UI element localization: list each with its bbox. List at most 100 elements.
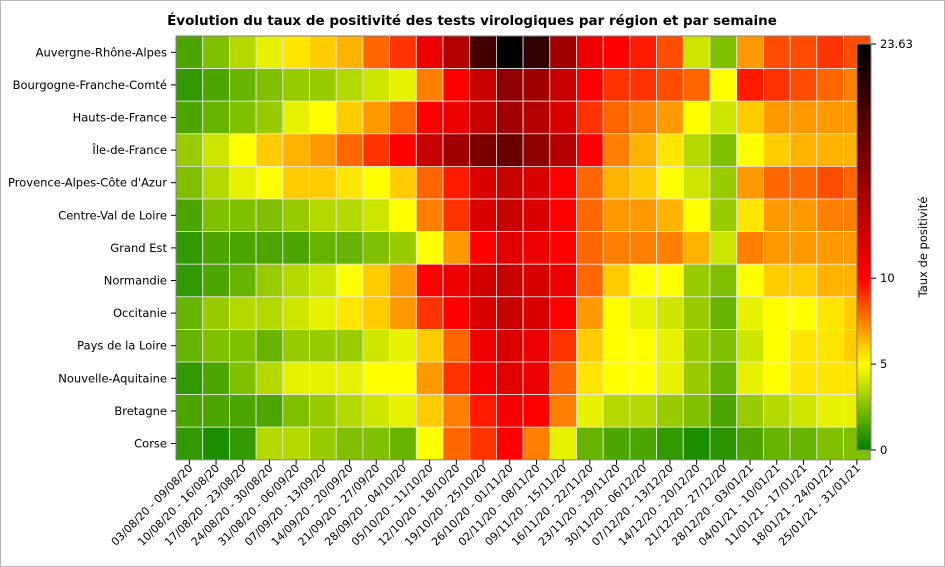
heatmap-cell (335, 394, 364, 428)
heatmap-cell (495, 361, 524, 395)
heatmap-cell (175, 263, 204, 298)
row-label: Grand Est (110, 241, 167, 255)
heatmap-cell (576, 394, 604, 428)
heatmap-cell (442, 198, 471, 232)
heatmap-cell (255, 296, 284, 330)
heatmap-cell (228, 361, 257, 395)
heatmap-cell (415, 35, 444, 69)
heatmap-cell (442, 361, 471, 395)
heatmap-cell (816, 165, 844, 200)
heatmap-cell (709, 165, 738, 200)
heatmap-cell (469, 35, 497, 69)
heatmap-cell (309, 263, 337, 298)
heatmap-cell (522, 231, 551, 265)
heatmap-cell (549, 35, 577, 69)
heatmap-cell (415, 394, 444, 428)
heatmap-cell (709, 296, 738, 330)
heatmap-cell (709, 263, 738, 298)
heatmap-cell (442, 165, 471, 200)
heatmap-cell (389, 68, 417, 102)
heatmap-cell (816, 198, 844, 232)
heatmap-cell (522, 394, 551, 428)
heatmap-cell (789, 361, 818, 395)
heatmap-cell (549, 328, 577, 363)
heatmap-cell (656, 296, 684, 330)
heatmap-cell (335, 361, 364, 395)
row-labels: Auvergne-Rhône-Alpes Bourgogne-Franche-Co… (8, 45, 176, 451)
heatmap-cell (175, 133, 204, 167)
heatmap-cell (682, 394, 711, 428)
heatmap-cell (549, 426, 577, 461)
heatmap-cell (549, 133, 577, 167)
heatmap-cell (389, 100, 417, 135)
heatmap-cell (282, 231, 310, 265)
heatmap-cell (415, 263, 444, 298)
heatmap-cell (576, 231, 604, 265)
chart-title: Évolution du taux de positivité des test… (167, 12, 777, 29)
heatmap-cell (442, 100, 471, 135)
heatmap-cell (228, 198, 257, 232)
heatmap-cell (175, 198, 204, 232)
heatmap-cell (682, 361, 711, 395)
heatmap-cell (629, 165, 658, 200)
heatmap-cell (522, 35, 551, 69)
heatmap-cell (415, 68, 444, 102)
heatmap-cell (629, 263, 658, 298)
heatmap-cell (362, 394, 390, 428)
heatmap-cell (709, 68, 738, 102)
heatmap-cell (362, 133, 390, 167)
heatmap-cell (682, 263, 711, 298)
heatmap-cell (255, 198, 284, 232)
heatmap-cell (415, 198, 444, 232)
heatmap-cell (362, 198, 390, 232)
heatmap-cell (335, 100, 364, 135)
heatmap-cell (202, 100, 230, 135)
heatmap-cell (602, 426, 631, 461)
heatmap-cell (763, 328, 791, 363)
heatmap-cell (228, 165, 257, 200)
heatmap-cell (522, 100, 551, 135)
heatmap-cell (255, 35, 284, 69)
heatmap-cell (602, 133, 631, 167)
heatmap-cell (335, 231, 364, 265)
heatmap-cell (335, 296, 364, 330)
heatmap-cell (442, 426, 471, 461)
heatmap-cell (602, 263, 631, 298)
heatmap-cell (576, 426, 604, 461)
heatmap-cell (549, 68, 577, 102)
heatmap-cell (175, 296, 204, 330)
heatmap-cell (442, 296, 471, 330)
heatmap-cell (656, 426, 684, 461)
heatmap-cell (736, 198, 764, 232)
heatmap-cell (682, 328, 711, 363)
heatmap-cell (309, 296, 337, 330)
row-label: Pays de la Loire (77, 339, 167, 353)
heatmap-cell (656, 361, 684, 395)
heatmap-cell (469, 231, 497, 265)
heatmap-cell (495, 133, 524, 167)
heatmap-cell (495, 231, 524, 265)
heatmap-cell (682, 198, 711, 232)
heatmap-cell (816, 361, 844, 395)
heatmap-cell (175, 68, 204, 102)
heatmap-cell (309, 100, 337, 135)
heatmap-cell (495, 68, 524, 102)
heatmap-cell (495, 198, 524, 232)
heatmap-cell (415, 231, 444, 265)
heatmap-cell (415, 426, 444, 461)
heatmap-cell (522, 361, 551, 395)
heatmap-cell (602, 361, 631, 395)
heatmap-cell (202, 165, 230, 200)
heatmap-cell (789, 394, 818, 428)
heatmap-cell (309, 231, 337, 265)
heatmap-cell (629, 68, 658, 102)
heatmap-cell (362, 68, 390, 102)
heatmap-cell (816, 231, 844, 265)
heatmap-cell (335, 165, 364, 200)
heatmap-cell (602, 394, 631, 428)
heatmap-cell (549, 198, 577, 232)
heatmap-cell (576, 165, 604, 200)
heatmap-cell (469, 263, 497, 298)
heatmap-cell (789, 133, 818, 167)
heatmap-cell (282, 198, 310, 232)
